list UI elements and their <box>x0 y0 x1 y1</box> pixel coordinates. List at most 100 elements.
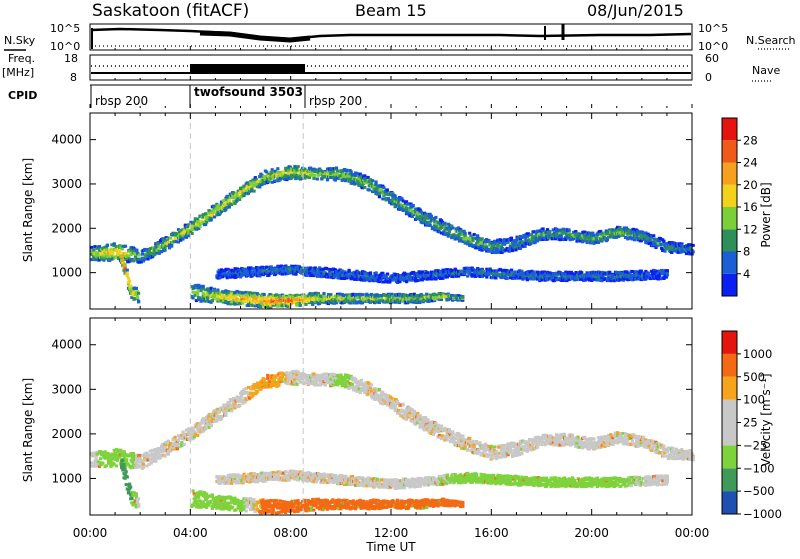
scatter-cell <box>216 289 219 292</box>
scatter-cell <box>466 275 469 278</box>
scatter-cell <box>464 232 467 235</box>
scatter-cell <box>228 199 231 202</box>
scatter-cell <box>443 222 446 225</box>
scatter-cell <box>322 292 325 295</box>
scatter-cell <box>647 272 650 275</box>
freq-tick-top: 18 <box>64 52 78 65</box>
nave-label: Nave <box>752 64 780 77</box>
freq-unit: [MHz] <box>2 66 34 79</box>
scatter-cell <box>202 286 205 289</box>
scatter-cell <box>105 464 108 467</box>
scatter-cell <box>137 292 140 295</box>
scatter-cell <box>118 251 121 254</box>
scatter-cell <box>273 179 276 182</box>
scatter-cell <box>259 305 262 308</box>
scatter-cell <box>332 170 335 173</box>
scatter-cell <box>335 167 338 170</box>
scatter-cell <box>375 271 378 274</box>
scatter-cell <box>136 296 139 299</box>
scatter-cell <box>198 225 201 228</box>
scatter-cell <box>126 269 129 272</box>
y-tick-label: 4000 <box>51 133 82 147</box>
scatter-cell <box>253 190 256 193</box>
scatter-cell <box>344 179 347 182</box>
nave-tick-top: 60 <box>705 52 719 65</box>
scatter-cell <box>312 177 315 180</box>
scatter-cell <box>137 300 140 303</box>
scatter-cell <box>382 186 385 189</box>
scatter-cell <box>126 274 129 277</box>
y-tick-label: 1000 <box>51 266 82 280</box>
power-panel: 1000 2000 3000 4000 <box>51 113 694 309</box>
scatter-cell <box>481 237 484 240</box>
scatter-cell <box>376 188 379 191</box>
scatter-cell <box>211 299 214 302</box>
scatter-cell <box>137 254 140 257</box>
scatter-cell <box>510 237 513 240</box>
scatter-cell <box>314 174 317 177</box>
scatter-cell <box>135 287 138 290</box>
freq-tick-bottom: 8 <box>70 71 77 84</box>
scatter-cell <box>476 234 479 237</box>
scatter-cell <box>467 237 470 240</box>
scatter-cell <box>363 186 366 189</box>
nsky-trace-group <box>91 24 691 49</box>
nsky-tick-top: 10^5 <box>50 22 80 35</box>
scatter-cell <box>348 269 351 272</box>
freq-label: Freq. <box>8 52 35 65</box>
scatter-cell <box>174 237 177 240</box>
scatter-cell <box>120 255 123 258</box>
scatter-cell <box>394 195 397 198</box>
beam-title: Beam 15 <box>355 1 427 20</box>
scatter-cell <box>250 304 253 307</box>
scatter-cell <box>430 215 433 218</box>
scatter-cell <box>447 235 450 238</box>
scatter-cell <box>106 244 109 247</box>
scatter-cell <box>345 169 348 172</box>
scatter-cell <box>461 296 464 299</box>
scatter-cell <box>418 301 421 304</box>
scatter-cell <box>101 462 104 465</box>
scatter-cell <box>336 169 339 172</box>
scatter-cell <box>191 232 194 235</box>
scatter-cell <box>496 245 499 248</box>
scatter-cell <box>533 272 536 275</box>
scatter-cell <box>115 464 118 467</box>
scatter-cell <box>170 245 173 248</box>
nsearch-label: N.Search <box>746 34 796 47</box>
scatter-cell <box>316 178 319 181</box>
scatter-cell <box>210 287 213 290</box>
scatter-cell <box>378 195 381 198</box>
scatter-cell <box>451 227 454 230</box>
nsky-right-tick-top: 10^5 <box>698 22 728 35</box>
nsky-trace <box>91 29 691 39</box>
scatter-cell <box>369 271 372 274</box>
scatter-cell <box>652 234 655 237</box>
scatter-cell <box>633 238 636 241</box>
date-title: 08/Jun/2015 <box>587 1 684 20</box>
nave-tick-bottom: 0 <box>705 71 712 84</box>
cpid-segment-3: rbsp 200 <box>309 94 362 108</box>
y-tick-label: 2000 <box>51 221 82 235</box>
scatter-cell <box>121 259 124 262</box>
scatter-cell <box>169 237 172 240</box>
scatter-cell <box>548 231 551 234</box>
scatter-cell <box>129 285 132 288</box>
scatter-cell <box>216 295 219 298</box>
scatter-cell <box>405 208 408 211</box>
scatter-cell <box>412 204 415 207</box>
scatter-cell <box>326 178 329 181</box>
y-tick-label: 3000 <box>51 177 82 191</box>
scatter-cell <box>127 277 130 280</box>
scatter-cell <box>265 266 268 269</box>
cpid-segment-2: twofsound 3503 <box>194 85 303 99</box>
scatter-cell <box>304 303 307 306</box>
scatter-cell <box>128 280 131 283</box>
nsky-label: N.Sky <box>4 34 36 47</box>
scatter-cell <box>361 293 364 296</box>
station-title: Saskatoon (fitACF) <box>92 1 249 21</box>
scatter-cell <box>243 300 246 303</box>
scatter-cell <box>368 189 371 192</box>
